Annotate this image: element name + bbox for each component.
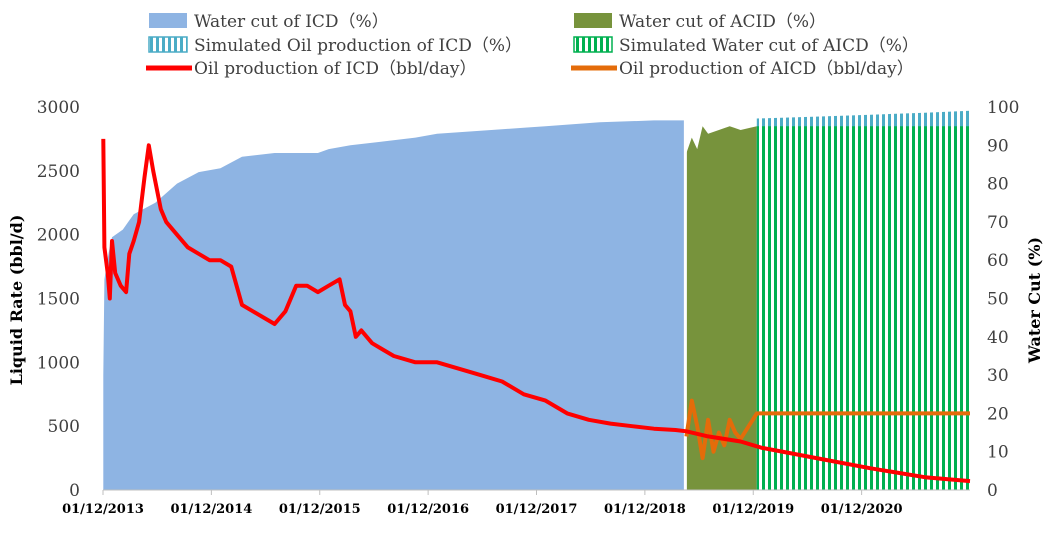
- legend-label: Simulated Water cut of AICD（%）: [619, 36, 919, 56]
- y-tick-label: 1000: [37, 353, 80, 373]
- series-area-water-cut-icd: [103, 120, 687, 491]
- y2-tick-label: 30: [987, 366, 1009, 386]
- x-tick-label: 01/12/2016: [387, 502, 469, 517]
- y2-tick-label: 70: [987, 213, 1009, 233]
- series-area-water-cut-acid: [686, 126, 757, 490]
- legend: Water cut of ICD（%） Water cut of ACID（%） S…: [146, 12, 919, 79]
- y-axis-title: Liquid Rate (bbl/d): [7, 215, 26, 386]
- y-tick-label: 3000: [37, 98, 80, 118]
- x-axis-ticks: 01/12/2013 01/12/2014 01/12/2015 01/12/2016…: [62, 490, 903, 517]
- legend-item: Simulated Oil production of ICD（%）: [148, 36, 522, 56]
- legend-item: Simulated Water cut of AICD（%）: [573, 36, 919, 56]
- series-area-simulated-water-cut-aicd: [756, 126, 970, 490]
- y-tick-label: 2000: [37, 226, 80, 246]
- legend-label: Oil production of AICD（bbl/day）: [619, 59, 914, 79]
- legend-swatch: [574, 13, 612, 28]
- legend-label: Water cut of ICD（%）: [194, 12, 389, 32]
- x-tick-label: 01/12/2019: [712, 502, 794, 517]
- x-tick-label: 01/12/2017: [496, 502, 578, 517]
- legend-item: Oil production of AICD（bbl/day）: [571, 59, 914, 79]
- legend-swatch: [573, 36, 613, 53]
- legend-label: Oil production of ICD（bbl/day）: [194, 59, 477, 79]
- x-tick-label: 01/12/2014: [170, 502, 252, 517]
- y2-tick-label: 20: [987, 404, 1009, 424]
- y2-tick-label: 80: [987, 175, 1009, 195]
- y-tick-label: 1500: [37, 290, 80, 310]
- x-tick-label: 01/12/2018: [604, 502, 686, 517]
- series-line-oil-production-icd: [101, 138, 971, 484]
- y2-tick-label: 50: [987, 290, 1009, 310]
- y2-tick-label: 60: [987, 251, 1009, 271]
- x-tick-label: 01/12/2013: [62, 502, 144, 517]
- y-axis-ticks: 0 500 1000 1500 2000 2500 3000: [37, 98, 80, 501]
- y2-tick-label: 40: [987, 328, 1009, 348]
- legend-swatch: [149, 13, 187, 28]
- series-line-oil-production-aicd: [684, 398, 970, 461]
- y-tick-label: 2500: [37, 162, 80, 182]
- x-tick-label: 01/12/2020: [821, 502, 903, 517]
- y-tick-label: 500: [48, 417, 80, 437]
- y2-axis-ticks: 0 10 20 30 40 50 60 70 80 90 100: [987, 98, 1019, 501]
- x-tick-label: 01/12/2015: [279, 502, 361, 517]
- legend-item: Water cut of ICD（%）: [149, 12, 389, 32]
- legend-label: Simulated Oil production of ICD（%）: [194, 36, 522, 56]
- area-series-group: [103, 110, 970, 491]
- y2-axis-title: Water Cut (%): [1025, 237, 1044, 364]
- line-series-group: [101, 138, 971, 484]
- y2-tick-label: 10: [987, 443, 1009, 463]
- y2-tick-label: 0: [987, 481, 998, 501]
- legend-label: Water cut of ACID（%）: [619, 12, 826, 32]
- y2-tick-label: 100: [987, 98, 1019, 118]
- legend-swatch: [148, 36, 188, 53]
- legend-item: Oil production of ICD（bbl/day）: [146, 59, 477, 79]
- plot-area: [101, 110, 971, 491]
- y-tick-label: 0: [69, 481, 80, 501]
- y2-tick-label: 90: [987, 136, 1009, 156]
- legend-item: Water cut of ACID（%）: [574, 12, 826, 32]
